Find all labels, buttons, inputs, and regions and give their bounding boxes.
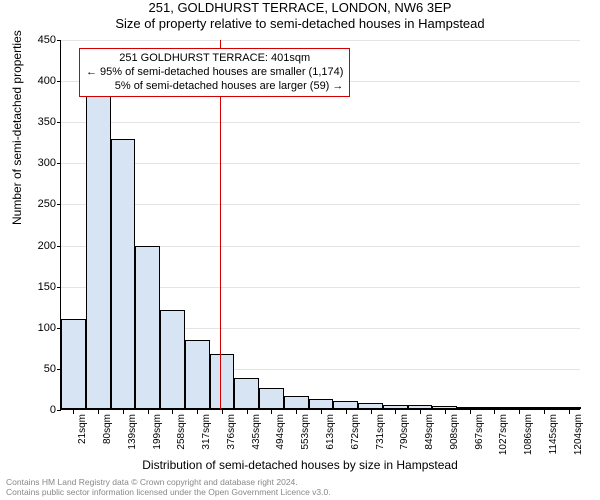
xtick-mark — [197, 410, 198, 414]
ytick-mark — [57, 122, 61, 123]
ytick-label: 0 — [16, 404, 56, 416]
xtick-mark — [321, 410, 322, 414]
histogram-bar — [210, 354, 235, 409]
histogram-bar — [234, 378, 259, 409]
xtick-label: 731sqm — [375, 414, 386, 450]
xtick-mark — [420, 410, 421, 414]
xtick-mark — [296, 410, 297, 414]
ytick-mark — [57, 40, 61, 41]
gridline — [61, 40, 580, 41]
xtick-mark — [346, 410, 347, 414]
chart-area: 05010015020025030035040045021sqm80sqm139… — [60, 40, 580, 410]
xtick-label: 849sqm — [424, 414, 435, 450]
xtick-label: 494sqm — [275, 414, 286, 450]
ytick-label: 100 — [16, 322, 56, 334]
ytick-mark — [57, 246, 61, 247]
xtick-label: 80sqm — [102, 414, 113, 444]
xtick-mark — [569, 410, 570, 414]
xtick-label: 1145sqm — [548, 414, 559, 454]
ytick-label: 200 — [16, 240, 56, 252]
xtick-label: 317sqm — [201, 414, 212, 450]
footer-attribution: Contains HM Land Registry data © Crown c… — [6, 478, 331, 498]
xtick-label: 1086sqm — [523, 414, 534, 455]
histogram-bar — [284, 396, 309, 409]
histogram-bar — [86, 88, 111, 409]
xtick-mark — [73, 410, 74, 414]
ytick-mark — [57, 410, 61, 411]
histogram-bar — [383, 405, 408, 409]
histogram-bar — [185, 340, 210, 409]
annotation-box: 251 GOLDHURST TERRACE: 401sqm← 95% of se… — [79, 48, 350, 97]
xtick-mark — [544, 410, 545, 414]
xtick-mark — [395, 410, 396, 414]
gridline — [61, 163, 580, 164]
xtick-label: 908sqm — [449, 414, 460, 450]
histogram-bar — [259, 388, 284, 409]
histogram-bar — [432, 406, 457, 409]
histogram-bar — [457, 407, 482, 409]
xtick-mark — [123, 410, 124, 414]
gridline — [61, 204, 580, 205]
xtick-label: 553sqm — [300, 414, 311, 450]
annotation-line-3: 5% of semi-detached houses are larger (5… — [86, 80, 343, 94]
histogram-bar — [408, 405, 433, 409]
xtick-mark — [148, 410, 149, 414]
xtick-label: 376sqm — [226, 414, 237, 450]
xtick-label: 613sqm — [325, 414, 336, 450]
histogram-bar — [507, 407, 532, 409]
histogram-bar — [309, 399, 334, 409]
histogram-bar — [482, 407, 507, 409]
xtick-mark — [371, 410, 372, 414]
xtick-mark — [98, 410, 99, 414]
ytick-mark — [57, 287, 61, 288]
histogram-bar — [160, 310, 185, 409]
chart-title: 251, GOLDHURST TERRACE, LONDON, NW6 3EP — [0, 0, 600, 16]
xtick-label: 790sqm — [399, 414, 410, 450]
xtick-mark — [271, 410, 272, 414]
histogram-bar — [358, 403, 383, 409]
histogram-bar — [111, 139, 136, 409]
xtick-mark — [519, 410, 520, 414]
xtick-label: 672sqm — [350, 414, 361, 450]
gridline — [61, 122, 580, 123]
ytick-mark — [57, 163, 61, 164]
plot-region: 05010015020025030035040045021sqm80sqm139… — [60, 40, 580, 410]
xtick-label: 1204sqm — [573, 414, 584, 455]
xtick-mark — [247, 410, 248, 414]
xtick-label: 139sqm — [127, 414, 138, 450]
ytick-label: 50 — [16, 363, 56, 375]
xtick-mark — [494, 410, 495, 414]
ytick-mark — [57, 204, 61, 205]
ytick-label: 450 — [16, 34, 56, 46]
xtick-label: 199sqm — [152, 414, 163, 450]
xtick-mark — [222, 410, 223, 414]
xtick-label: 258sqm — [176, 414, 187, 450]
histogram-bar — [333, 401, 358, 409]
x-axis-label: Distribution of semi-detached houses by … — [0, 458, 600, 472]
annotation-line-2: ← 95% of semi-detached houses are smalle… — [86, 66, 343, 80]
histogram-bar — [61, 319, 86, 409]
ytick-label: 400 — [16, 75, 56, 87]
annotation-line-1: 251 GOLDHURST TERRACE: 401sqm — [86, 52, 343, 66]
histogram-bar — [531, 407, 556, 409]
xtick-mark — [470, 410, 471, 414]
ytick-label: 150 — [16, 281, 56, 293]
histogram-bar — [135, 246, 160, 409]
histogram-bar — [556, 407, 581, 409]
footer-line-2: Contains public sector information licen… — [6, 488, 331, 498]
xtick-label: 435sqm — [251, 414, 262, 450]
xtick-mark — [445, 410, 446, 414]
xtick-label: 967sqm — [474, 414, 485, 450]
xtick-label: 21sqm — [77, 414, 88, 444]
ytick-label: 300 — [16, 157, 56, 169]
xtick-mark — [172, 410, 173, 414]
ytick-label: 250 — [16, 198, 56, 210]
chart-subtitle: Size of property relative to semi-detach… — [0, 16, 600, 31]
ytick-mark — [57, 81, 61, 82]
xtick-label: 1027sqm — [498, 414, 509, 455]
ytick-label: 350 — [16, 116, 56, 128]
